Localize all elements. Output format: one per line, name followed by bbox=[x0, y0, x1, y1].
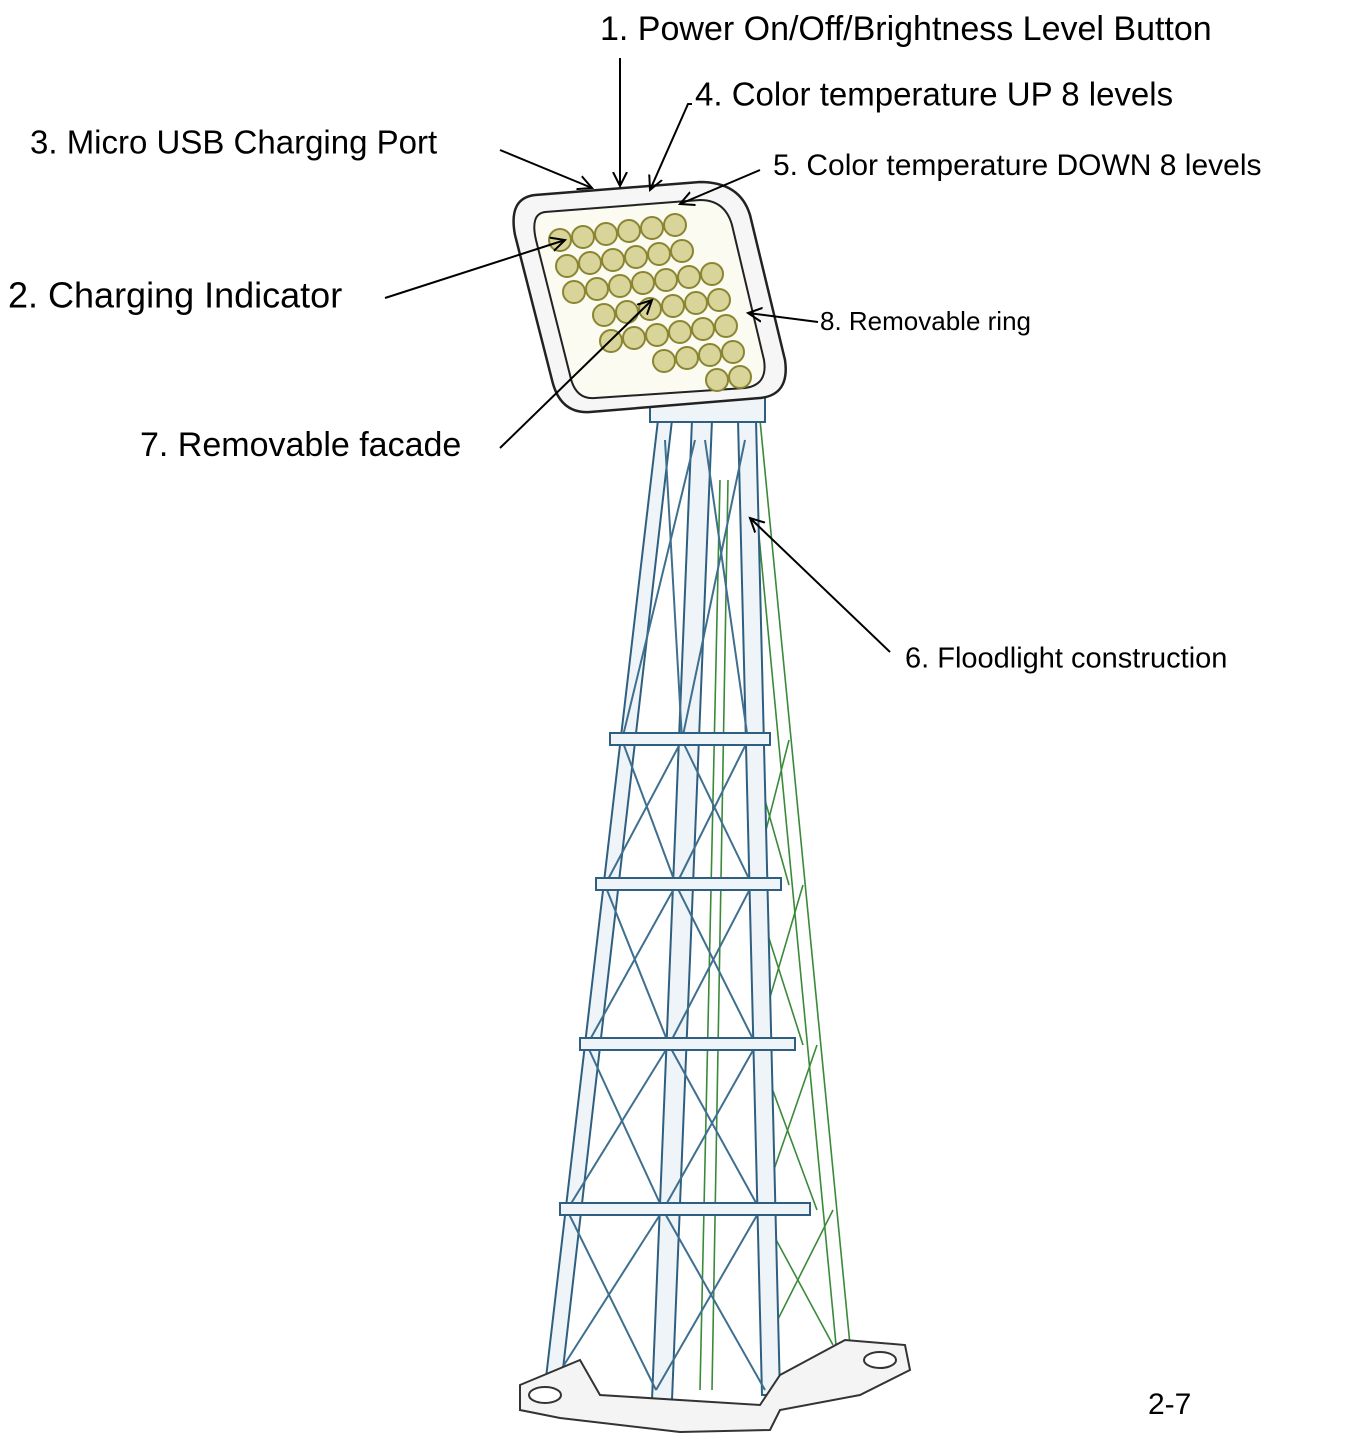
tower-front bbox=[544, 390, 810, 1400]
label: 6. Floodlight construction bbox=[905, 643, 1227, 675]
label: 1. Power On/Off/Brightness Level Button bbox=[600, 10, 1212, 48]
label: 4. Color temperature UP 8 levels bbox=[695, 76, 1173, 113]
label: 3. Micro USB Charging Port bbox=[30, 124, 437, 161]
floodlight-head bbox=[514, 182, 786, 412]
label: 8. Removable ring bbox=[820, 306, 1031, 336]
diagram: 1. Power On/Off/Brightness Level Button … bbox=[0, 0, 1356, 1436]
label: 5. Color temperature DOWN 8 levels bbox=[773, 149, 1262, 182]
tower-base bbox=[520, 1340, 910, 1432]
label: 7. Removable facade bbox=[140, 426, 461, 464]
label: 2. Charging Indicator bbox=[8, 275, 342, 316]
page-number: 2-7 bbox=[1148, 1388, 1191, 1421]
